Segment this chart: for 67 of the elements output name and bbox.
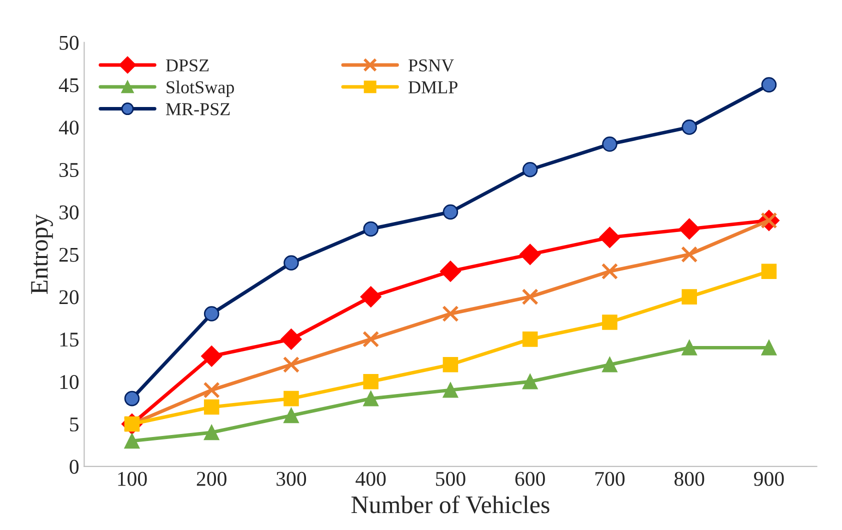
point xyxy=(520,244,541,265)
point xyxy=(602,357,618,372)
y-tick-label: 35 xyxy=(60,163,79,178)
point xyxy=(362,330,380,348)
point xyxy=(682,340,697,356)
point xyxy=(522,374,538,390)
x-tick-label: 700 xyxy=(595,472,625,486)
point xyxy=(363,374,378,390)
y-tick-label: 15 xyxy=(60,332,79,347)
point xyxy=(522,332,538,347)
y-tick-label: 50 xyxy=(60,36,79,50)
point xyxy=(602,136,618,152)
x-tick-label: 800 xyxy=(674,472,704,486)
x-tick-label: 100 xyxy=(118,472,147,486)
legend-label: DMLP xyxy=(408,81,458,94)
point xyxy=(440,260,461,282)
y-tick-label: 30 xyxy=(60,205,79,220)
point xyxy=(363,221,378,237)
point xyxy=(201,346,222,367)
point xyxy=(284,390,299,406)
point xyxy=(682,289,697,304)
point xyxy=(284,255,299,271)
point xyxy=(360,286,382,308)
point xyxy=(203,382,220,398)
point xyxy=(284,408,299,424)
point xyxy=(363,390,378,406)
x-tick-label: 200 xyxy=(196,472,226,486)
point xyxy=(522,288,538,306)
point xyxy=(204,399,220,415)
point xyxy=(522,162,538,178)
point xyxy=(204,306,220,322)
point xyxy=(761,264,777,279)
y-tick-label: 20 xyxy=(59,290,79,304)
point xyxy=(442,204,458,220)
x-tick-label: 300 xyxy=(276,472,306,486)
x-axis-title: Number of Vehicles xyxy=(351,495,550,514)
point xyxy=(124,390,140,406)
legend-label: DPSZ xyxy=(166,59,209,72)
point xyxy=(442,305,459,322)
x-tick-label: 900 xyxy=(754,472,784,486)
point xyxy=(761,340,777,356)
point xyxy=(601,263,618,280)
point xyxy=(282,356,300,373)
y-axis-title: Entropy xyxy=(31,214,53,294)
point xyxy=(442,382,458,398)
y-tick-label: 0 xyxy=(70,460,79,474)
x-tick-label: 400 xyxy=(356,472,386,486)
x-tick-label: 500 xyxy=(436,472,466,486)
point xyxy=(681,246,698,263)
point xyxy=(599,226,620,248)
point xyxy=(682,120,697,135)
legend-label: PSNV xyxy=(408,59,454,72)
y-tick-label: 5 xyxy=(70,418,79,432)
point xyxy=(761,77,777,92)
point xyxy=(280,328,302,350)
point xyxy=(602,314,618,330)
legend-label: SlotSwap xyxy=(166,80,234,98)
y-tick-label: 40 xyxy=(58,120,79,135)
y-tick-label: 25 xyxy=(59,248,79,262)
point xyxy=(678,218,700,240)
legend-label: MR-PSZ xyxy=(166,103,230,116)
y-tick-label: 10 xyxy=(60,374,79,390)
point xyxy=(442,357,458,372)
point xyxy=(124,433,140,449)
x-tick-label: 600 xyxy=(515,472,545,486)
point xyxy=(204,424,220,440)
y-tick-label: 45 xyxy=(58,78,79,92)
